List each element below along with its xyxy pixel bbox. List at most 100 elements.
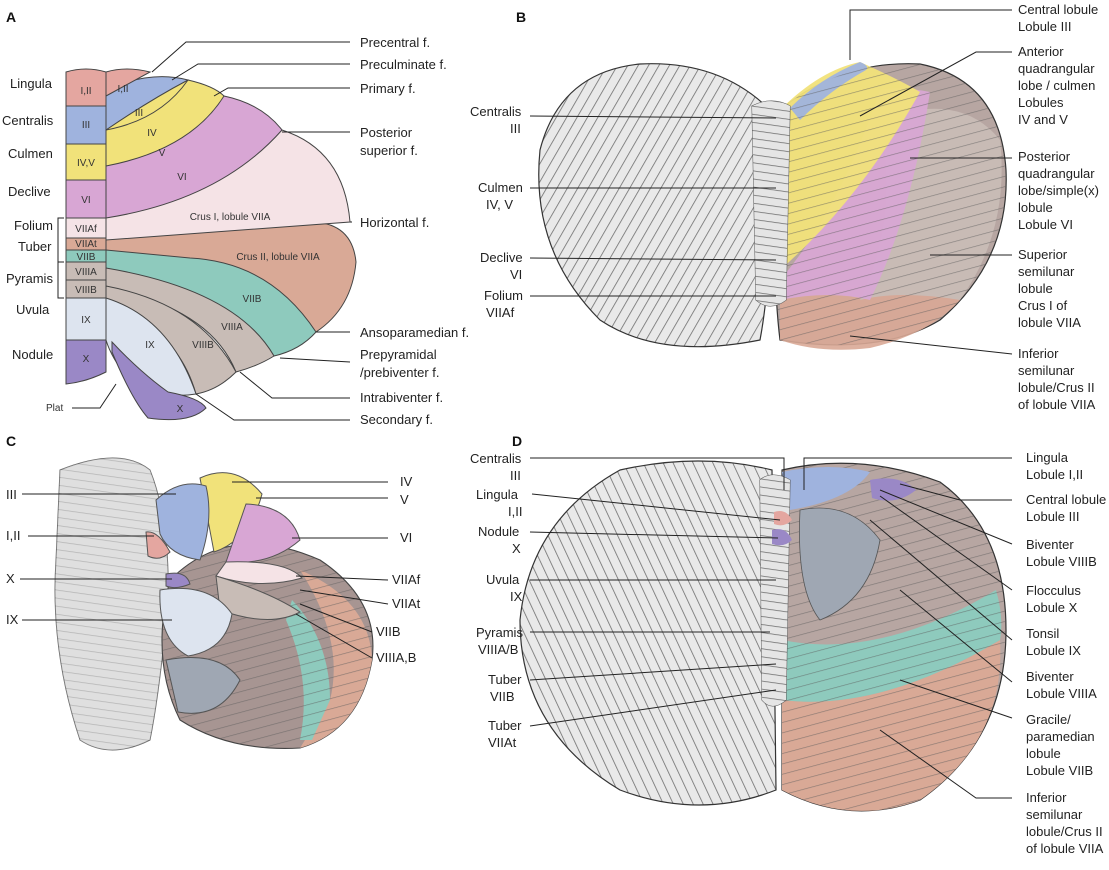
label-b-r: Crus I of <box>1018 298 1068 313</box>
col-label: X <box>83 354 90 365</box>
leader-line <box>803 457 1012 490</box>
label-b-r: of lobule VIIA <box>1018 397 1096 412</box>
lobe-label: V <box>159 148 166 159</box>
label-d-r: Lobule X <box>1026 600 1078 615</box>
panel-letter-c: C <box>6 433 16 449</box>
lobe-v <box>105 79 225 167</box>
label-d-r: lobule <box>1026 746 1061 761</box>
col-label: VIIAf <box>75 224 97 235</box>
label-b-r: quadrangular <box>1018 166 1095 181</box>
label-c-r: VIIIA,B <box>376 650 416 665</box>
bracket-pyramis <box>57 261 64 299</box>
lobe-name: Lingula <box>10 76 53 91</box>
lobe-crus1 <box>105 129 351 241</box>
panel-letter-b: B <box>516 9 526 25</box>
lobe-label: IV <box>147 128 157 139</box>
label-d-l: Uvula <box>486 572 520 587</box>
fissure-label: Ansoparamedian f. <box>360 325 469 340</box>
label-d-r: semilunar <box>1026 807 1083 822</box>
col-label: VI <box>81 195 90 206</box>
fissure-label: Preculminate f. <box>360 57 447 72</box>
label-d-l: Tuber <box>488 672 522 687</box>
lobe-label: VIIIA <box>221 322 243 333</box>
label-b-r: Anterior <box>1018 44 1064 59</box>
label-culmen-num: IV, V <box>486 197 513 212</box>
label-c-l: X <box>6 571 15 586</box>
leader-line <box>529 663 777 681</box>
lobule-i-ii <box>145 531 171 559</box>
label-d-l: VIIB <box>490 689 515 704</box>
label-b-r: Superior <box>1018 247 1068 262</box>
panel-b-left-labels: Centralis III Culmen IV, V Declive VI Fo… <box>470 104 777 320</box>
label-d-r: Lobule IX <box>1026 643 1081 658</box>
label-b-r: lobule <box>1018 200 1053 215</box>
leader-line <box>530 457 785 490</box>
lobe-label: I,II <box>117 84 128 95</box>
label-centralis: Centralis <box>470 104 522 119</box>
lobule-iii <box>155 483 210 561</box>
fissure-label: superior f. <box>360 143 418 158</box>
panel-a: A <box>2 9 469 427</box>
col-label: IX <box>81 315 91 326</box>
panel-c: C III I,II X IX <box>6 433 421 751</box>
leader-line <box>899 679 1013 719</box>
panel-a-lobe-labels: I,II III IV V VI Crus I, lobule VIIA Cru… <box>117 84 320 415</box>
leader-line <box>849 335 1013 355</box>
leader-line <box>879 729 1012 799</box>
label-b-r: semilunar <box>1018 363 1075 378</box>
flocculus <box>870 478 916 501</box>
label-d-l: VIIIA/B <box>478 642 518 657</box>
label-d-l: X <box>512 541 521 556</box>
plat-leader <box>72 383 117 409</box>
label-b-r: lobe/simple(x) <box>1018 183 1099 198</box>
label-d-l: Nodule <box>478 524 519 539</box>
lobe-name: Uvula <box>16 302 50 317</box>
label-c-r: IV <box>400 474 413 489</box>
lobule-viii <box>215 575 301 620</box>
col-label: IV,V <box>77 158 95 169</box>
label-d-l: I,II <box>508 504 522 519</box>
panel-d-illustration <box>519 460 1007 812</box>
panel-c-illustration <box>54 457 374 751</box>
leader-line <box>529 531 779 539</box>
label-b-r: Lobules <box>1018 95 1064 110</box>
label-b-r: Inferior <box>1018 346 1059 361</box>
leader-line <box>529 689 777 727</box>
column-nodule <box>65 339 107 385</box>
col-label: VIIAt <box>75 239 97 250</box>
left-hemisphere <box>538 63 772 348</box>
label-c-r: VIIAf <box>392 572 421 587</box>
label-d-r: Flocculus <box>1026 583 1081 598</box>
lobe-i-ii <box>105 68 152 97</box>
label-d-l: Centralis <box>470 451 522 466</box>
leader-line <box>295 575 389 581</box>
label-c-l: IX <box>6 612 19 627</box>
label-d-l: Lingula <box>476 487 519 502</box>
label-folium-num: VIIAf <box>486 305 515 320</box>
label-d-r: Biventer <box>1026 537 1074 552</box>
col-label: VIIIA <box>75 267 97 278</box>
label-d-r: Inferior <box>1026 790 1067 805</box>
panel-a-schematic <box>65 68 357 421</box>
label-d-l: Pyramis <box>476 625 523 640</box>
lobe-label: VI <box>177 172 186 183</box>
panel-letter-a: A <box>6 9 16 25</box>
fissure-label: Prepyramidal <box>360 347 437 362</box>
leader-line <box>879 495 1013 591</box>
fissure-label: Intrabiventer f. <box>360 390 443 405</box>
label-d-r: Lingula <box>1026 450 1069 465</box>
label-d-l: Tuber <box>488 718 522 733</box>
label-d-r: Lobule VIIIA <box>1026 686 1097 701</box>
fissure-label: /prebiventer f. <box>360 365 440 380</box>
leader-line <box>899 483 1012 501</box>
vermis-texture <box>752 101 790 306</box>
label-d-r: Lobule VIIB <box>1026 763 1093 778</box>
label-d-r: lobule/Crus II <box>1026 824 1103 839</box>
leader-line <box>239 371 350 399</box>
label-declive: Declive <box>480 250 523 265</box>
leader-line <box>151 41 350 73</box>
panel-a-fissures: Precentral f. Preculminate f. Primary f.… <box>151 35 469 427</box>
left-hemisphere-inferior <box>519 460 777 806</box>
lobule-viiaf <box>215 561 303 584</box>
lobe-name: Culmen <box>8 146 53 161</box>
